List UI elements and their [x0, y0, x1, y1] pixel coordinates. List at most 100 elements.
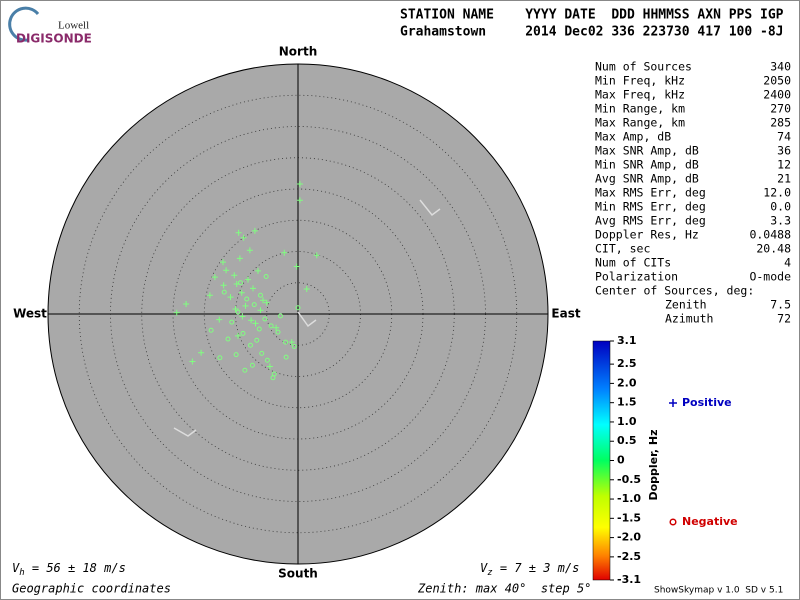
- plot: [47, 63, 549, 565]
- positive-source: [189, 358, 196, 365]
- positive-source: [260, 297, 266, 304]
- stat-value: 12.0: [763, 186, 791, 200]
- negative-source: [249, 362, 255, 368]
- stat-value: O-mode: [749, 270, 791, 284]
- negative-source: [259, 350, 265, 356]
- colorbar: [592, 340, 611, 581]
- negative-source: [238, 280, 243, 286]
- stat-value: 36: [777, 144, 791, 158]
- stat-label: Num of Sources: [595, 60, 692, 74]
- center-label: Zenith: [665, 298, 707, 312]
- negative-source: [242, 367, 248, 373]
- positive-source: [245, 276, 251, 283]
- stat-value: 2050: [763, 74, 791, 88]
- positive-source: [252, 320, 259, 327]
- positive-source: [235, 229, 242, 236]
- positive-source: [232, 306, 239, 312]
- logo-swirl: [8, 6, 40, 42]
- negative-source: [263, 274, 269, 279]
- positive-source: [255, 267, 261, 274]
- stat-label: Polarization: [595, 270, 678, 284]
- stat-label: CIT, sec: [595, 242, 650, 256]
- positive-source: [293, 263, 300, 270]
- center-value: 72: [777, 312, 791, 326]
- positive-source: [246, 247, 253, 254]
- positive-source: [313, 252, 320, 259]
- center-label: Azimuth: [665, 312, 713, 326]
- negative-source: [291, 344, 297, 349]
- negative-source: [240, 330, 246, 336]
- stat-label: Max Range, km: [595, 116, 685, 130]
- negative-source: [225, 336, 231, 342]
- colorbar-label: Doppler, Hz: [647, 429, 660, 500]
- positive-source: [296, 197, 303, 204]
- positive-source: [198, 349, 205, 356]
- stat-label: Min RMS Err, deg: [595, 200, 706, 214]
- version: ShowSkymap v 1.0 SD v 5.1: [654, 586, 783, 596]
- center-value: 7.5: [770, 298, 791, 312]
- negative-source: [295, 305, 301, 311]
- positive-source: [216, 316, 223, 323]
- positive-source: [239, 313, 246, 320]
- negative-source: [244, 296, 250, 302]
- legend-marker: [669, 399, 677, 407]
- header-values: Grahamstown 2014 Dec02 336 223730 417 10…: [400, 25, 784, 40]
- positive-source: [257, 307, 264, 314]
- logo-bottom: DIGISONDE: [16, 32, 92, 46]
- colorbar-tick-label: 2.0: [617, 376, 637, 389]
- negative-source: [258, 292, 263, 298]
- positive-source: [183, 301, 190, 307]
- colorbar-tick-label: -0.5: [617, 473, 641, 486]
- header-labels: STATION NAME YYYY DATE DDD HHMMSS AXN PP…: [400, 8, 784, 23]
- positive-source: [231, 272, 238, 279]
- positive-source: [296, 181, 303, 187]
- colorbar-tick-label: 0: [617, 454, 625, 467]
- positive-source: [303, 286, 310, 292]
- negative-source: [283, 339, 288, 345]
- negative-source: [248, 342, 253, 348]
- positive-source: [227, 294, 234, 301]
- positive-source: [235, 332, 241, 339]
- stat-label: Avg SNR Amp, dB: [595, 172, 699, 186]
- colorbar-tick-label: 2.5: [617, 357, 637, 370]
- positive-source: [173, 309, 180, 316]
- stat-value: 2400: [763, 88, 791, 102]
- positive-source: [250, 285, 256, 292]
- colorbar-tick-label: -2.5: [617, 550, 641, 563]
- positive-source: [251, 227, 258, 234]
- colorbar-tick-label: 1.5: [617, 396, 637, 409]
- stat-label: Max SNR Amp, dB: [595, 144, 699, 158]
- positive-source: [236, 255, 243, 262]
- negative-source: [208, 327, 214, 333]
- vz-sub: z: [487, 568, 492, 578]
- positive-source: [242, 302, 249, 309]
- negative-source: [278, 313, 283, 319]
- positive-source: [211, 274, 218, 281]
- coords: Geographic coordinates: [12, 582, 171, 596]
- stat-label: Max RMS Err, deg: [595, 186, 706, 200]
- stat-label: Max Amp, dB: [595, 130, 671, 144]
- negative-source: [268, 323, 274, 329]
- center-title: Center of Sources, deg:: [595, 284, 754, 298]
- vz-symbol: V: [480, 561, 488, 575]
- negative-source: [251, 302, 257, 308]
- negative-source: [262, 316, 268, 322]
- negative-source: [283, 354, 289, 360]
- positive-source: [273, 324, 280, 331]
- positive-source: [281, 249, 288, 256]
- positive-source: [263, 299, 270, 306]
- colorbar-tick-label: -3.1: [617, 573, 641, 586]
- legend-label: Negative: [682, 515, 738, 528]
- stat-value: 21: [777, 172, 791, 186]
- stat-value: 270: [770, 102, 791, 116]
- chevron: [297, 311, 317, 328]
- direction-north: North: [279, 45, 317, 59]
- vh: Vh = 56 ± 18 m/s: [12, 561, 126, 578]
- negative-source: [235, 309, 241, 315]
- colorbar-tick-label: 1.0: [617, 415, 637, 428]
- stat-value: 340: [770, 60, 791, 74]
- colorbar-tick-label: 0.5: [617, 434, 637, 447]
- stat-label: Min Range, km: [595, 102, 685, 116]
- negative-source: [264, 357, 270, 363]
- stat-label: Avg RMS Err, deg: [595, 214, 706, 228]
